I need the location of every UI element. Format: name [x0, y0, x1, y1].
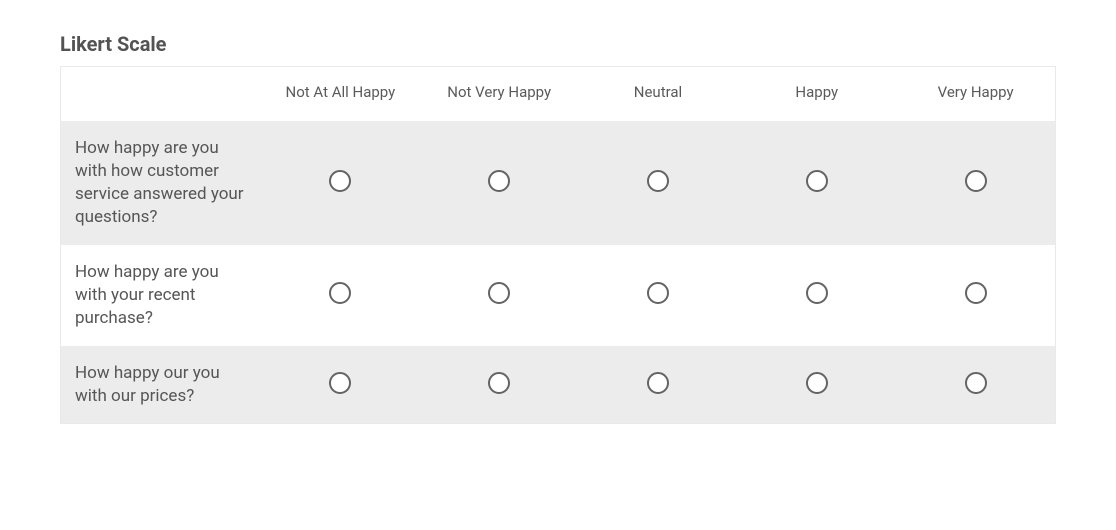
likert-question-header: [61, 67, 261, 121]
likert-radio[interactable]: [329, 372, 351, 394]
likert-question-text: How happy are you with your recent purch…: [75, 261, 247, 330]
likert-radio[interactable]: [965, 372, 987, 394]
likert-col-header-4: Very Happy: [896, 67, 1055, 121]
likert-radio[interactable]: [806, 170, 828, 192]
likert-title: Likert Scale: [60, 32, 1056, 56]
likert-radio[interactable]: [647, 170, 669, 192]
likert-question-text: How happy our you with our prices?: [75, 362, 247, 408]
likert-question-text: How happy are you with how customer serv…: [75, 137, 247, 229]
likert-col-header-3: Happy: [737, 67, 896, 121]
likert-body: How happy are you with how customer serv…: [61, 121, 1055, 423]
likert-radio[interactable]: [488, 282, 510, 304]
likert-radio[interactable]: [329, 282, 351, 304]
likert-radio[interactable]: [806, 282, 828, 304]
likert-col-header-2: Neutral: [579, 67, 738, 121]
likert-radio[interactable]: [806, 372, 828, 394]
likert-col-header-1: Not Very Happy: [420, 67, 579, 121]
likert-radio[interactable]: [329, 170, 351, 192]
likert-radio[interactable]: [488, 372, 510, 394]
likert-radio[interactable]: [965, 170, 987, 192]
likert-radio[interactable]: [488, 170, 510, 192]
likert-col-header-0: Not At All Happy: [261, 67, 420, 121]
likert-radio[interactable]: [647, 372, 669, 394]
likert-table: Not At All Happy Not Very Happy Neutral …: [60, 66, 1056, 424]
likert-radio[interactable]: [647, 282, 669, 304]
likert-radio[interactable]: [965, 282, 987, 304]
likert-row: How happy are you with your recent purch…: [61, 245, 1055, 346]
likert-row: How happy are you with how customer serv…: [61, 121, 1055, 245]
likert-row: How happy our you with our prices?: [61, 346, 1055, 424]
